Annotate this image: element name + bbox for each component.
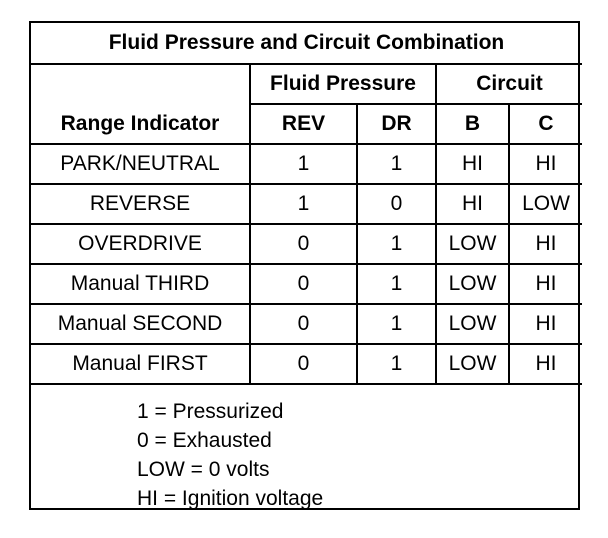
c-cell: HI <box>508 263 582 305</box>
pressure-circuit-table: Fluid Pressure and Circuit Combination R… <box>31 23 582 385</box>
range-indicator-header: Range Indicator <box>31 63 251 145</box>
c-cell: LOW <box>508 183 582 225</box>
dr-cell: 1 <box>356 343 437 385</box>
dr-cell: 1 <box>356 143 437 185</box>
legend-item: 0 = Exhausted <box>137 429 272 452</box>
column-header-rev: REV <box>250 103 358 145</box>
pressure-circuit-table-frame: Fluid Pressure and Circuit Combination R… <box>29 21 582 513</box>
b-cell: LOW <box>435 263 510 305</box>
circuit-header: Circuit <box>435 63 582 105</box>
dr-cell: 1 <box>356 223 437 265</box>
legend-item: HI = Ignition voltage <box>137 487 324 510</box>
column-header-c: C <box>508 103 582 145</box>
range-cell: Manual THIRD <box>31 263 251 305</box>
b-cell: HI <box>435 143 510 185</box>
rev-cell: 1 <box>249 143 358 185</box>
table-row: Manual THIRD 0 1 LOW HI <box>31 263 582 305</box>
b-cell: LOW <box>435 303 510 345</box>
range-cell: OVERDRIVE <box>31 223 251 265</box>
table-row: Manual FIRST 0 1 LOW HI <box>31 343 582 385</box>
range-cell: Manual SECOND <box>31 303 251 345</box>
rev-cell: 0 <box>249 343 358 385</box>
column-header-b: B <box>435 103 510 145</box>
group-header-row: Range Indicator Fluid Pressure Circuit <box>31 63 582 145</box>
dr-cell: 1 <box>356 263 437 305</box>
dr-cell: 0 <box>356 183 437 225</box>
legend-item: LOW = 0 volts <box>137 458 270 481</box>
column-header-row: REV DR B C <box>31 103 582 145</box>
rev-cell: 1 <box>249 183 358 225</box>
dr-cell: 1 <box>356 303 437 345</box>
c-cell: HI <box>508 343 582 385</box>
b-cell: HI <box>435 183 510 225</box>
c-cell: HI <box>508 143 582 185</box>
c-cell: HI <box>508 223 582 265</box>
range-cell: PARK/NEUTRAL <box>31 143 251 185</box>
table-row: OVERDRIVE 0 1 LOW HI <box>31 223 582 265</box>
legend: 1 = Pressurized 0 = Exhausted LOW = 0 vo… <box>31 385 578 513</box>
title-row: Fluid Pressure and Circuit Combination <box>31 23 582 65</box>
table-row: REVERSE 1 0 HI LOW <box>31 183 582 225</box>
column-header-dr: DR <box>356 103 437 145</box>
table-row: Manual SECOND 0 1 LOW HI <box>31 303 582 345</box>
legend-item: 1 = Pressurized <box>137 400 284 423</box>
rev-cell: 0 <box>249 263 358 305</box>
table-row: PARK/NEUTRAL 1 1 HI HI <box>31 143 582 185</box>
range-cell: Manual FIRST <box>31 343 251 385</box>
rev-cell: 0 <box>249 223 358 265</box>
rev-cell: 0 <box>249 303 358 345</box>
fluid-pressure-header: Fluid Pressure <box>249 63 437 105</box>
b-cell: LOW <box>435 343 510 385</box>
range-cell: REVERSE <box>31 183 251 225</box>
table-title: Fluid Pressure and Circuit Combination <box>31 23 582 65</box>
b-cell: LOW <box>435 223 510 265</box>
c-cell: HI <box>508 303 582 345</box>
